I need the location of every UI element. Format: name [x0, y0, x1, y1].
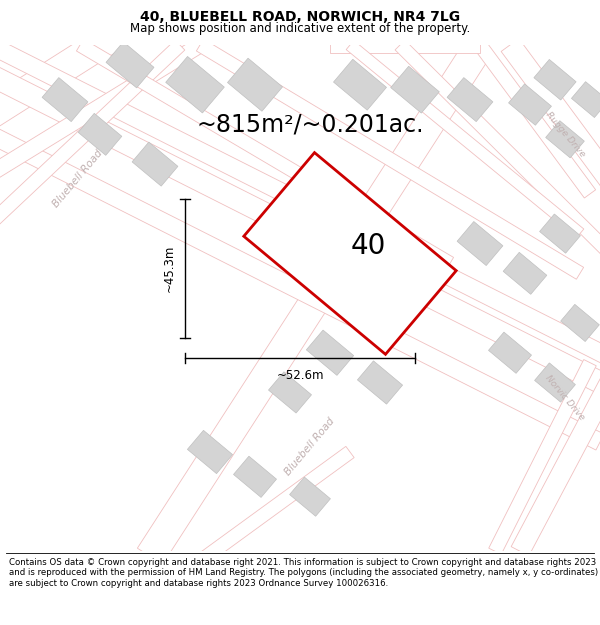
Polygon shape [545, 121, 584, 158]
Polygon shape [395, 40, 600, 268]
Text: 40, BLUEBELL ROAD, NORWICH, NR4 7LG: 40, BLUEBELL ROAD, NORWICH, NR4 7LG [140, 10, 460, 24]
Polygon shape [0, 40, 185, 229]
Text: Map shows position and indicative extent of the property.: Map shows position and indicative extent… [130, 22, 470, 35]
Polygon shape [571, 82, 600, 118]
Polygon shape [0, 37, 600, 371]
Polygon shape [196, 39, 584, 279]
Polygon shape [501, 39, 600, 201]
Polygon shape [233, 456, 277, 498]
Polygon shape [268, 372, 311, 413]
Polygon shape [535, 363, 575, 402]
Polygon shape [196, 446, 354, 567]
Polygon shape [187, 431, 233, 474]
Text: Contains OS data © Crown copyright and database right 2021. This information is : Contains OS data © Crown copyright and d… [9, 558, 598, 588]
Polygon shape [244, 152, 456, 354]
Polygon shape [78, 113, 122, 156]
Polygon shape [337, 241, 383, 286]
Polygon shape [42, 78, 88, 122]
Polygon shape [457, 221, 503, 266]
Polygon shape [334, 59, 386, 110]
Polygon shape [0, 0, 178, 127]
Polygon shape [534, 59, 576, 100]
Polygon shape [290, 477, 331, 516]
Polygon shape [106, 42, 154, 88]
Polygon shape [330, 37, 480, 53]
Text: Bluebell Road: Bluebell Road [51, 148, 105, 209]
Polygon shape [0, 38, 204, 181]
Polygon shape [391, 66, 439, 113]
Polygon shape [475, 41, 596, 198]
Polygon shape [560, 304, 599, 341]
Polygon shape [227, 58, 283, 111]
Polygon shape [346, 41, 584, 238]
Polygon shape [509, 84, 551, 125]
Text: ~52.6m: ~52.6m [276, 369, 324, 382]
Polygon shape [285, 209, 335, 258]
Polygon shape [358, 361, 403, 404]
Text: Rugge Drive: Rugge Drive [544, 110, 586, 159]
Polygon shape [489, 359, 596, 554]
Text: ~815m²/~0.201ac.: ~815m²/~0.201ac. [196, 112, 424, 136]
Polygon shape [166, 56, 224, 113]
Polygon shape [447, 78, 493, 122]
Text: Bluebell Road: Bluebell Road [283, 416, 337, 478]
Polygon shape [503, 253, 547, 294]
Polygon shape [0, 65, 600, 402]
Text: Norvic Drive: Norvic Drive [544, 373, 586, 422]
Polygon shape [539, 214, 580, 253]
Polygon shape [137, 37, 493, 564]
Text: 40: 40 [350, 231, 386, 259]
Polygon shape [488, 332, 532, 373]
Polygon shape [511, 358, 600, 556]
Polygon shape [76, 39, 454, 269]
Text: ~45.3m: ~45.3m [163, 244, 176, 292]
Polygon shape [0, 126, 600, 450]
Polygon shape [307, 330, 353, 376]
Polygon shape [132, 142, 178, 186]
